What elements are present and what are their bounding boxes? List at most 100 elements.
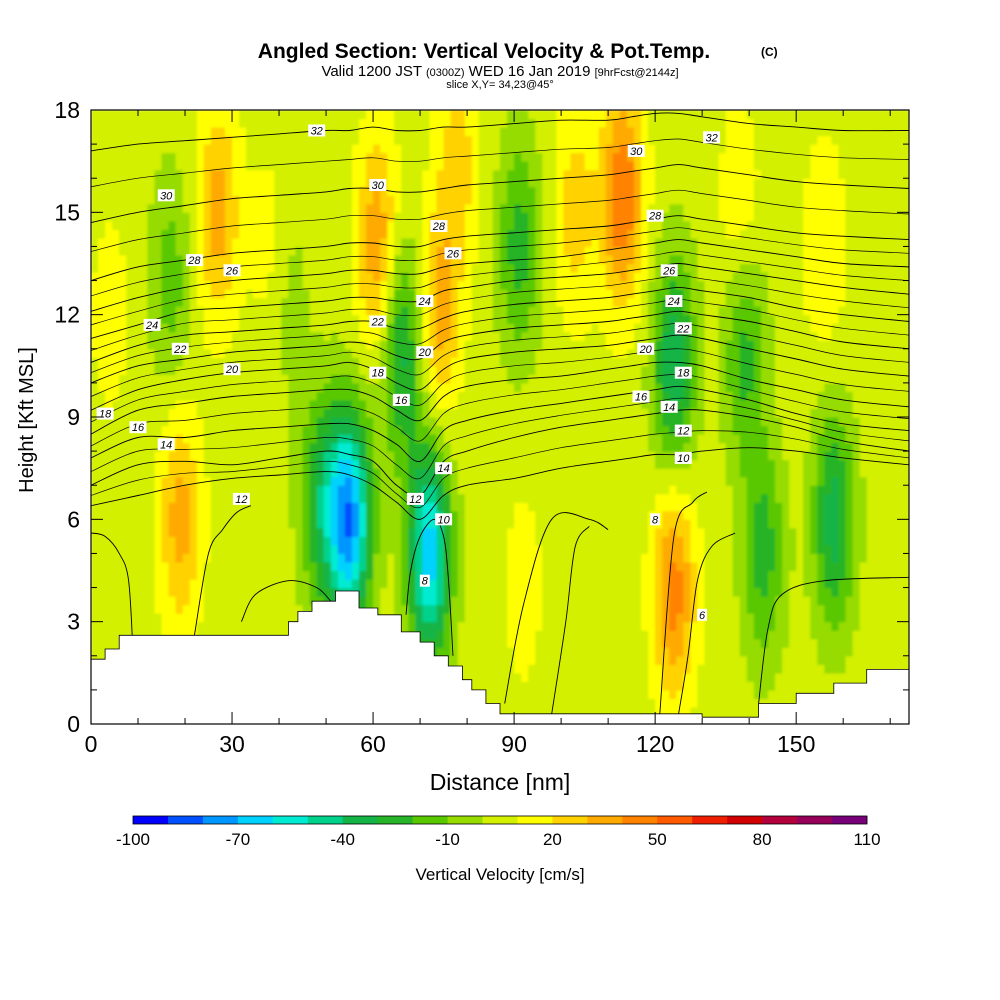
velocity-cell bbox=[626, 468, 635, 478]
velocity-cell bbox=[845, 468, 854, 478]
velocity-cell bbox=[634, 579, 642, 589]
velocity-cell bbox=[450, 382, 459, 392]
velocity-cell bbox=[514, 536, 522, 546]
velocity-cell bbox=[789, 570, 797, 580]
velocity-cell bbox=[168, 459, 177, 469]
velocity-cell bbox=[387, 399, 395, 409]
velocity-cell bbox=[528, 544, 536, 554]
velocity-cell bbox=[274, 425, 282, 435]
velocity-cell bbox=[866, 604, 875, 614]
velocity-cell bbox=[500, 442, 508, 452]
velocity-cell bbox=[485, 382, 494, 392]
velocity-cell bbox=[584, 417, 593, 427]
velocity-cell bbox=[598, 451, 607, 461]
velocity-cell bbox=[739, 408, 748, 418]
velocity-cell bbox=[366, 519, 374, 529]
velocity-cell bbox=[302, 519, 311, 529]
velocity-cell bbox=[704, 527, 713, 537]
velocity-cell bbox=[154, 510, 163, 520]
velocity-cell bbox=[894, 408, 903, 418]
velocity-cell bbox=[507, 459, 515, 469]
velocity-cell bbox=[690, 621, 699, 631]
velocity-cell bbox=[683, 621, 691, 631]
velocity-cell bbox=[704, 442, 713, 452]
velocity-cell bbox=[838, 630, 847, 640]
velocity-cell bbox=[556, 630, 565, 640]
velocity-cell bbox=[260, 442, 268, 452]
velocity-cell bbox=[126, 374, 134, 384]
velocity-cell bbox=[887, 544, 896, 554]
velocity-cell bbox=[697, 434, 706, 444]
velocity-cell bbox=[711, 434, 720, 444]
velocity-cell bbox=[838, 621, 847, 631]
velocity-cell bbox=[478, 544, 487, 554]
velocity-cell bbox=[394, 587, 402, 597]
velocity-cell bbox=[556, 451, 565, 461]
velocity-cell bbox=[782, 655, 790, 665]
velocity-cell bbox=[126, 544, 134, 554]
velocity-cell bbox=[584, 562, 593, 572]
velocity-cell bbox=[887, 647, 896, 657]
velocity-cell bbox=[485, 613, 494, 623]
velocity-cell bbox=[464, 630, 473, 640]
velocity-cell bbox=[817, 579, 825, 589]
velocity-cell bbox=[718, 502, 727, 512]
velocity-cell bbox=[147, 382, 156, 392]
velocity-cell bbox=[330, 510, 339, 520]
velocity-cell bbox=[760, 365, 769, 375]
velocity-cell bbox=[591, 510, 600, 520]
velocity-cell bbox=[98, 468, 106, 478]
velocity-cell bbox=[380, 374, 388, 384]
velocity-cell bbox=[619, 706, 628, 716]
velocity-cell bbox=[98, 579, 106, 589]
velocity-cell bbox=[500, 536, 508, 546]
velocity-cell bbox=[570, 365, 579, 375]
velocity-cell bbox=[478, 510, 487, 520]
velocity-cell bbox=[154, 374, 163, 384]
velocity-cell bbox=[746, 485, 755, 495]
velocity-cell bbox=[683, 630, 691, 640]
velocity-cell bbox=[429, 399, 438, 409]
velocity-cell bbox=[542, 485, 550, 495]
velocity-cell bbox=[612, 647, 621, 657]
velocity-cell bbox=[175, 536, 184, 546]
velocity-cell bbox=[464, 493, 473, 503]
velocity-cell bbox=[626, 689, 635, 699]
velocity-cell bbox=[753, 510, 762, 520]
velocity-cell bbox=[746, 672, 755, 682]
velocity-cell bbox=[824, 442, 833, 452]
velocity-cell bbox=[288, 408, 297, 418]
velocity-cell bbox=[542, 647, 550, 657]
velocity-cell bbox=[563, 391, 572, 401]
velocity-cell bbox=[704, 647, 713, 657]
velocity-cell bbox=[507, 365, 515, 375]
velocity-cell bbox=[768, 519, 776, 529]
velocity-cell bbox=[894, 647, 903, 657]
velocity-cell bbox=[464, 596, 473, 606]
velocity-cell bbox=[549, 544, 558, 554]
velocity-cell bbox=[542, 434, 550, 444]
velocity-cell bbox=[239, 536, 247, 546]
velocity-cell bbox=[887, 664, 896, 674]
velocity-cell bbox=[203, 365, 212, 375]
velocity-cell bbox=[535, 562, 543, 572]
velocity-cell bbox=[535, 553, 543, 563]
velocity-cell bbox=[415, 442, 424, 452]
velocity-cell bbox=[570, 689, 579, 699]
velocity-cell bbox=[394, 357, 402, 367]
velocity-cell bbox=[746, 562, 755, 572]
velocity-cell bbox=[782, 544, 790, 554]
velocity-cell bbox=[563, 655, 572, 665]
velocity-cell bbox=[351, 485, 360, 495]
velocity-cell bbox=[859, 655, 868, 665]
velocity-cell bbox=[260, 374, 268, 384]
velocity-cell bbox=[683, 553, 691, 563]
velocity-cell bbox=[168, 544, 177, 554]
velocity-cell bbox=[655, 604, 663, 614]
velocity-cell bbox=[641, 485, 649, 495]
velocity-cell bbox=[612, 434, 621, 444]
velocity-cell bbox=[500, 408, 508, 418]
velocity-cell bbox=[739, 485, 748, 495]
velocity-cell bbox=[676, 570, 684, 580]
velocity-cell bbox=[112, 451, 120, 461]
